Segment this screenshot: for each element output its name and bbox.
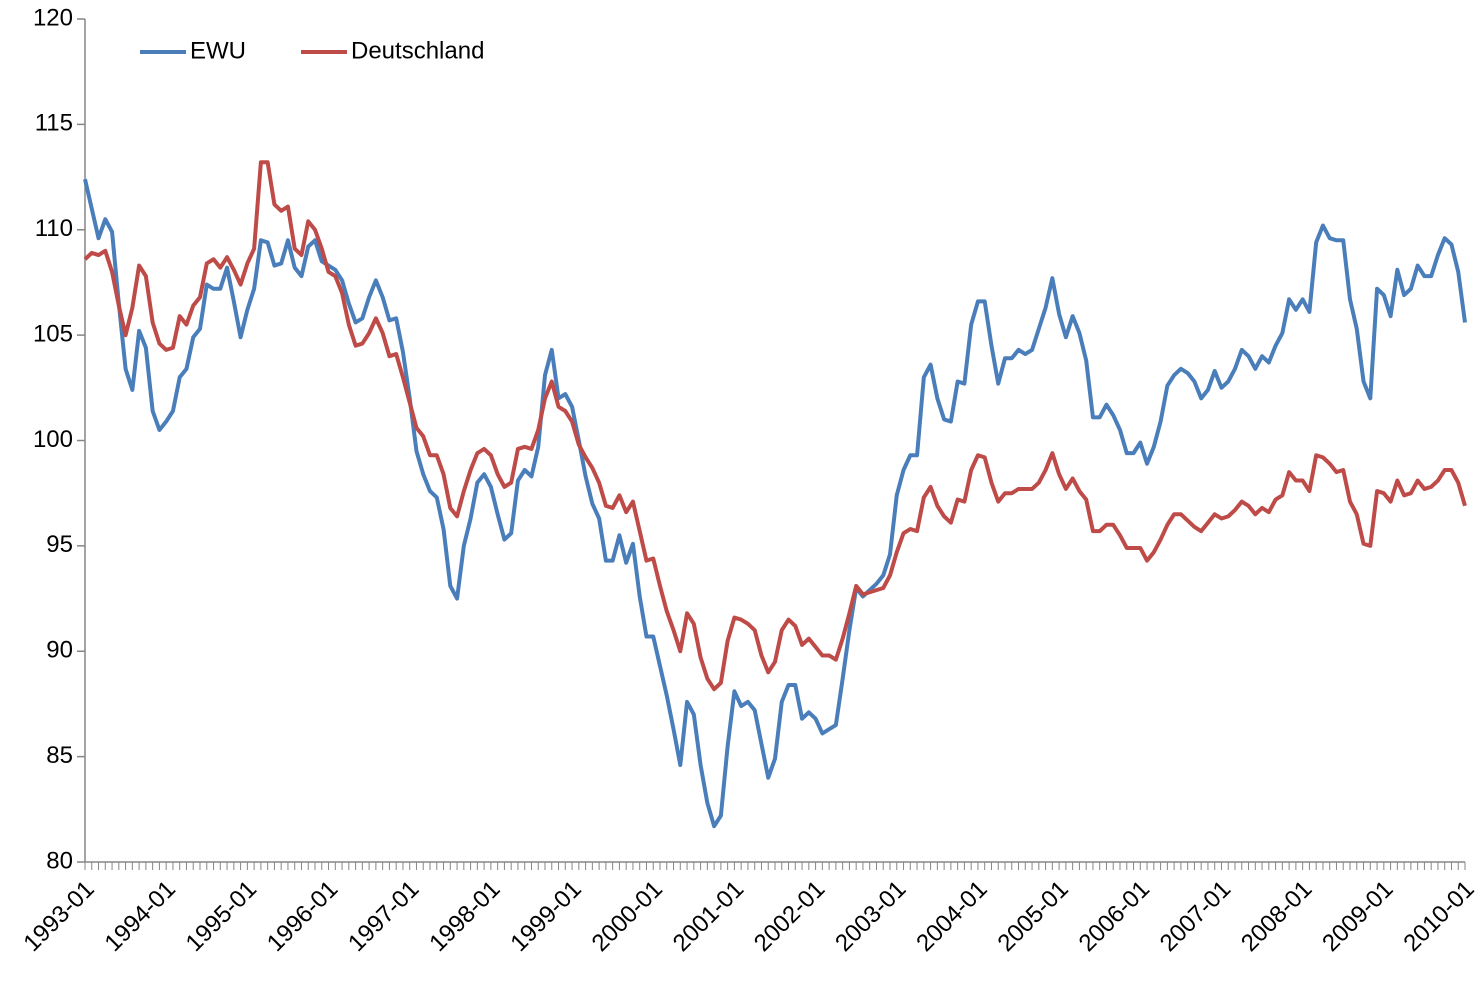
y-tick-label: 110 <box>35 215 73 242</box>
x-tick-label: 2006-01 <box>1074 876 1155 957</box>
x-tick-label: 2009-01 <box>1317 876 1398 957</box>
y-tick-label: 95 <box>46 531 73 558</box>
x-tick-label: 1999-01 <box>505 876 586 957</box>
x-tick-label: 1994-01 <box>100 876 181 957</box>
x-tick-label: 2001-01 <box>668 876 749 957</box>
y-tick-label: 120 <box>33 4 73 31</box>
y-tick-label: 100 <box>33 426 73 453</box>
y-tick-label: 115 <box>35 110 73 137</box>
x-tick-label: 2002-01 <box>749 876 830 957</box>
legend-label: Deutschland <box>351 37 484 64</box>
x-tick-label: 2008-01 <box>1236 876 1317 957</box>
line-series <box>83 178 1467 829</box>
x-tick-label: 1996-01 <box>262 876 343 957</box>
y-tick-label: 105 <box>33 320 73 347</box>
y-tick-label: 90 <box>46 637 73 664</box>
y-tick-label: 80 <box>46 847 73 874</box>
x-tick-label: 1998-01 <box>424 876 505 957</box>
x-tick-label: 1993-01 <box>18 876 99 957</box>
x-tick-label: 2000-01 <box>587 876 668 957</box>
x-tick-label: 2003-01 <box>830 876 911 957</box>
y-tick-label: 85 <box>46 742 73 769</box>
x-tick-label: 2007-01 <box>1155 876 1236 957</box>
x-tick-label: 2010-01 <box>1398 876 1479 957</box>
x-tick-label: 2004-01 <box>911 876 992 957</box>
x-tick-label: 1995-01 <box>181 876 262 957</box>
x-tick-label: 1997-01 <box>343 876 424 957</box>
x-tick-label: 2005-01 <box>992 876 1073 957</box>
legend-label: EWU <box>190 37 246 64</box>
line-series <box>83 160 1467 692</box>
